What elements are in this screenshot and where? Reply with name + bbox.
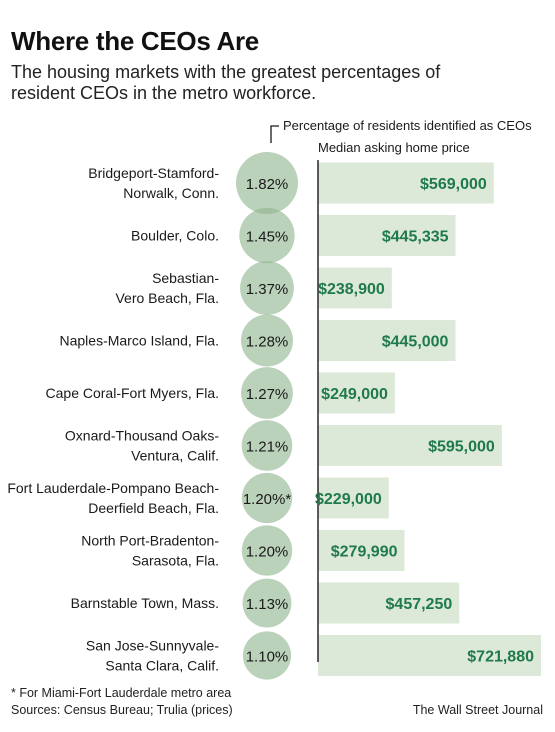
pct-value-label: 1.45%: [246, 229, 289, 246]
pct-value-label: 1.82%: [246, 176, 289, 193]
row-label: Naples-Marco Island, Fla.: [59, 333, 219, 349]
row-label: Barnstable Town, Mass.: [71, 595, 219, 611]
pct-value-label: 1.27%: [246, 386, 289, 403]
pct-bubble: [239, 207, 295, 264]
chart-title: Where the CEOs Are: [11, 26, 259, 56]
price-bar: [318, 582, 460, 624]
header-price-label: Median asking home price: [318, 140, 470, 155]
row-label: North Port-Bradenton-Sarasota, Fla.: [81, 533, 219, 569]
price-value-label: $721,880: [467, 649, 534, 666]
price-bar: [318, 530, 405, 571]
price-bar: [318, 162, 494, 204]
price-bar: [318, 320, 456, 361]
price-bar: [318, 215, 456, 256]
price-value-label: $249,000: [321, 386, 388, 403]
price-value-label: $595,000: [428, 439, 495, 456]
pct-value-label: 1.21%: [246, 439, 289, 456]
pct-value-label: 1.20%*: [243, 491, 292, 508]
row-label: Bridgeport-Stamford-Norwalk, Conn.: [88, 165, 219, 201]
pct-bubble: [241, 472, 293, 524]
pct-bubble: [241, 367, 293, 419]
footnote: * For Miami-Fort Lauderdale metro area: [11, 686, 232, 700]
pct-bubble: [240, 261, 294, 315]
price-bar: [318, 477, 389, 519]
price-value-label: $445,335: [382, 229, 449, 246]
row-label: Oxnard-Thousand Oaks-Ventura, Calif.: [65, 428, 219, 464]
price-value-label: $279,990: [331, 544, 398, 561]
chart-area: Percentage of residents identified as CE…: [7, 118, 541, 680]
pct-value-label: 1.13%: [246, 596, 289, 613]
pct-bubble: [236, 152, 298, 214]
header-bracket-line: [270, 125, 279, 143]
price-value-label: $238,900: [318, 281, 385, 298]
publisher-credit: The Wall Street Journal: [412, 703, 543, 717]
pct-bubble: [241, 420, 293, 471]
pct-value-label: 1.10%: [246, 649, 289, 666]
row-label: Boulder, Colo.: [131, 228, 219, 244]
price-value-label: $229,000: [315, 491, 382, 508]
pct-bubble: [242, 578, 292, 628]
price-value-label: $457,250: [386, 596, 453, 613]
price-bar: [318, 267, 392, 309]
pct-bubble: [241, 525, 293, 576]
pct-value-label: 1.20%: [246, 544, 289, 561]
pct-bubble: [242, 631, 292, 680]
pct-value-label: 1.28%: [246, 334, 289, 351]
row-label: Fort Lauderdale-Pompano Beach-Deerfield …: [7, 480, 219, 516]
price-bar: [318, 635, 541, 676]
row-label: San Jose-Sunnyvale-Santa Clara, Calif.: [86, 638, 219, 674]
row-label: Cape Coral-Fort Myers, Fla.: [46, 385, 219, 401]
pct-value-label: 1.37%: [246, 281, 289, 298]
sources: Sources: Census Bureau; Trulia (prices): [11, 703, 233, 717]
price-value-label: $569,000: [420, 176, 487, 193]
row-label: Sebastian-Vero Beach, Fla.: [115, 270, 219, 306]
price-bar: [318, 425, 502, 466]
price-value-label: $445,000: [382, 334, 449, 351]
header-pct-label: Percentage of residents identified as CE…: [283, 118, 532, 133]
price-bar: [318, 372, 395, 414]
chart-subtitle: The housing markets with the greatest pe…: [11, 62, 441, 103]
pct-bubble: [241, 314, 293, 367]
